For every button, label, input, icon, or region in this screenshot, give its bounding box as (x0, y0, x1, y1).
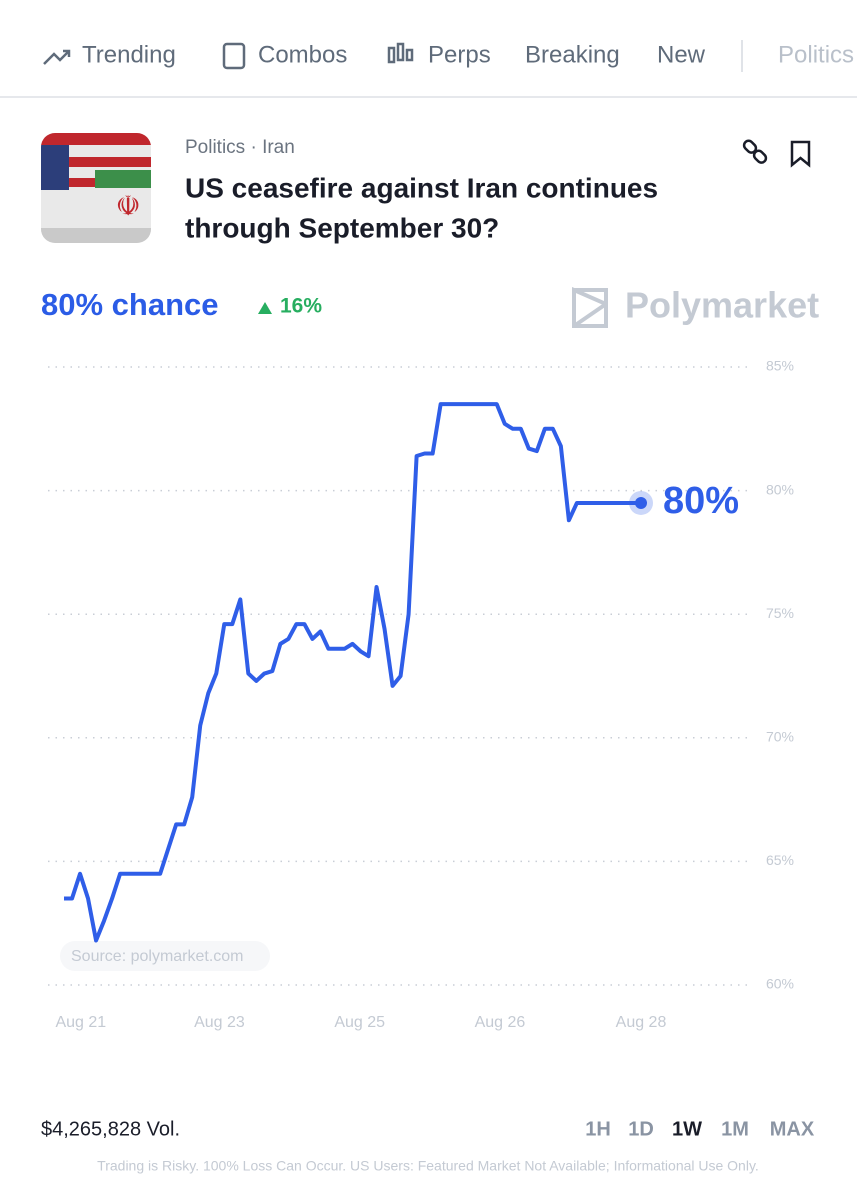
y-tick-label: 60% (766, 976, 794, 992)
x-tick-label: Aug 28 (616, 1014, 667, 1031)
brand-logo (572, 286, 608, 328)
y-tick-label: 85% (766, 358, 794, 374)
nav-item[interactable]: New (657, 41, 706, 68)
change: 16% (280, 295, 322, 318)
breadcrumb[interactable]: Politics · Iran (185, 137, 295, 158)
x-tick-label: Aug 21 (55, 1014, 106, 1031)
perps-icon (387, 42, 414, 64)
nav-bar: Trending Combos Perps Breaking New Polit… (0, 40, 857, 98)
range-button[interactable]: 1H (585, 1118, 611, 1140)
market-title: US ceasefire against Iran continues (185, 172, 658, 203)
y-tick-label: 80% (766, 481, 794, 497)
y-tick-label: 70% (766, 729, 794, 745)
market-title: through September 30? (185, 212, 499, 243)
range-button[interactable]: 1W (672, 1118, 702, 1140)
source-badge (60, 941, 270, 971)
nav-item[interactable]: Politics (778, 41, 854, 68)
svg-text:☫: ☫ (115, 190, 140, 221)
nav-item[interactable]: Perps (428, 41, 491, 68)
x-tick-label: Aug 23 (194, 1014, 245, 1031)
y-tick-label: 75% (766, 605, 794, 621)
range-selector: 1H 1D 1W 1M MAX (585, 1118, 815, 1140)
range-button[interactable]: MAX (770, 1118, 815, 1140)
end-dot (635, 496, 647, 509)
trending-icon (43, 50, 70, 65)
combos-icon (222, 42, 246, 70)
bookmark-icon[interactable] (790, 140, 811, 168)
source: Source: polymarket.com (71, 948, 244, 965)
disclaimer: Trading is Risky. 100% Loss Can Occur. U… (97, 1158, 759, 1174)
y-tick-label: 65% (766, 852, 794, 868)
market-image: ☫ (41, 133, 151, 243)
chance: 80% chance (41, 287, 219, 322)
nav-item[interactable]: Combos (258, 41, 347, 68)
x-tick-label: Aug 25 (334, 1014, 385, 1031)
chart: Source: polymarket.com 60% 65% 70% 75% 80% 85… (48, 358, 794, 1031)
x-tick-label: Aug 26 (475, 1014, 526, 1031)
line (64, 402, 641, 943)
volume: $4,265,828 Vol. (41, 1118, 180, 1140)
nav-item[interactable]: Breaking (525, 41, 620, 68)
link-icon[interactable] (742, 139, 768, 165)
brand: Polymarket (625, 285, 819, 326)
end-label: 80% (663, 480, 739, 522)
nav-item[interactable]: Trending (82, 41, 176, 68)
change-arrow (258, 302, 272, 314)
trending-icon (63, 49, 71, 57)
range-button[interactable]: 1M (721, 1118, 749, 1140)
range-button[interactable]: 1D (628, 1118, 654, 1140)
